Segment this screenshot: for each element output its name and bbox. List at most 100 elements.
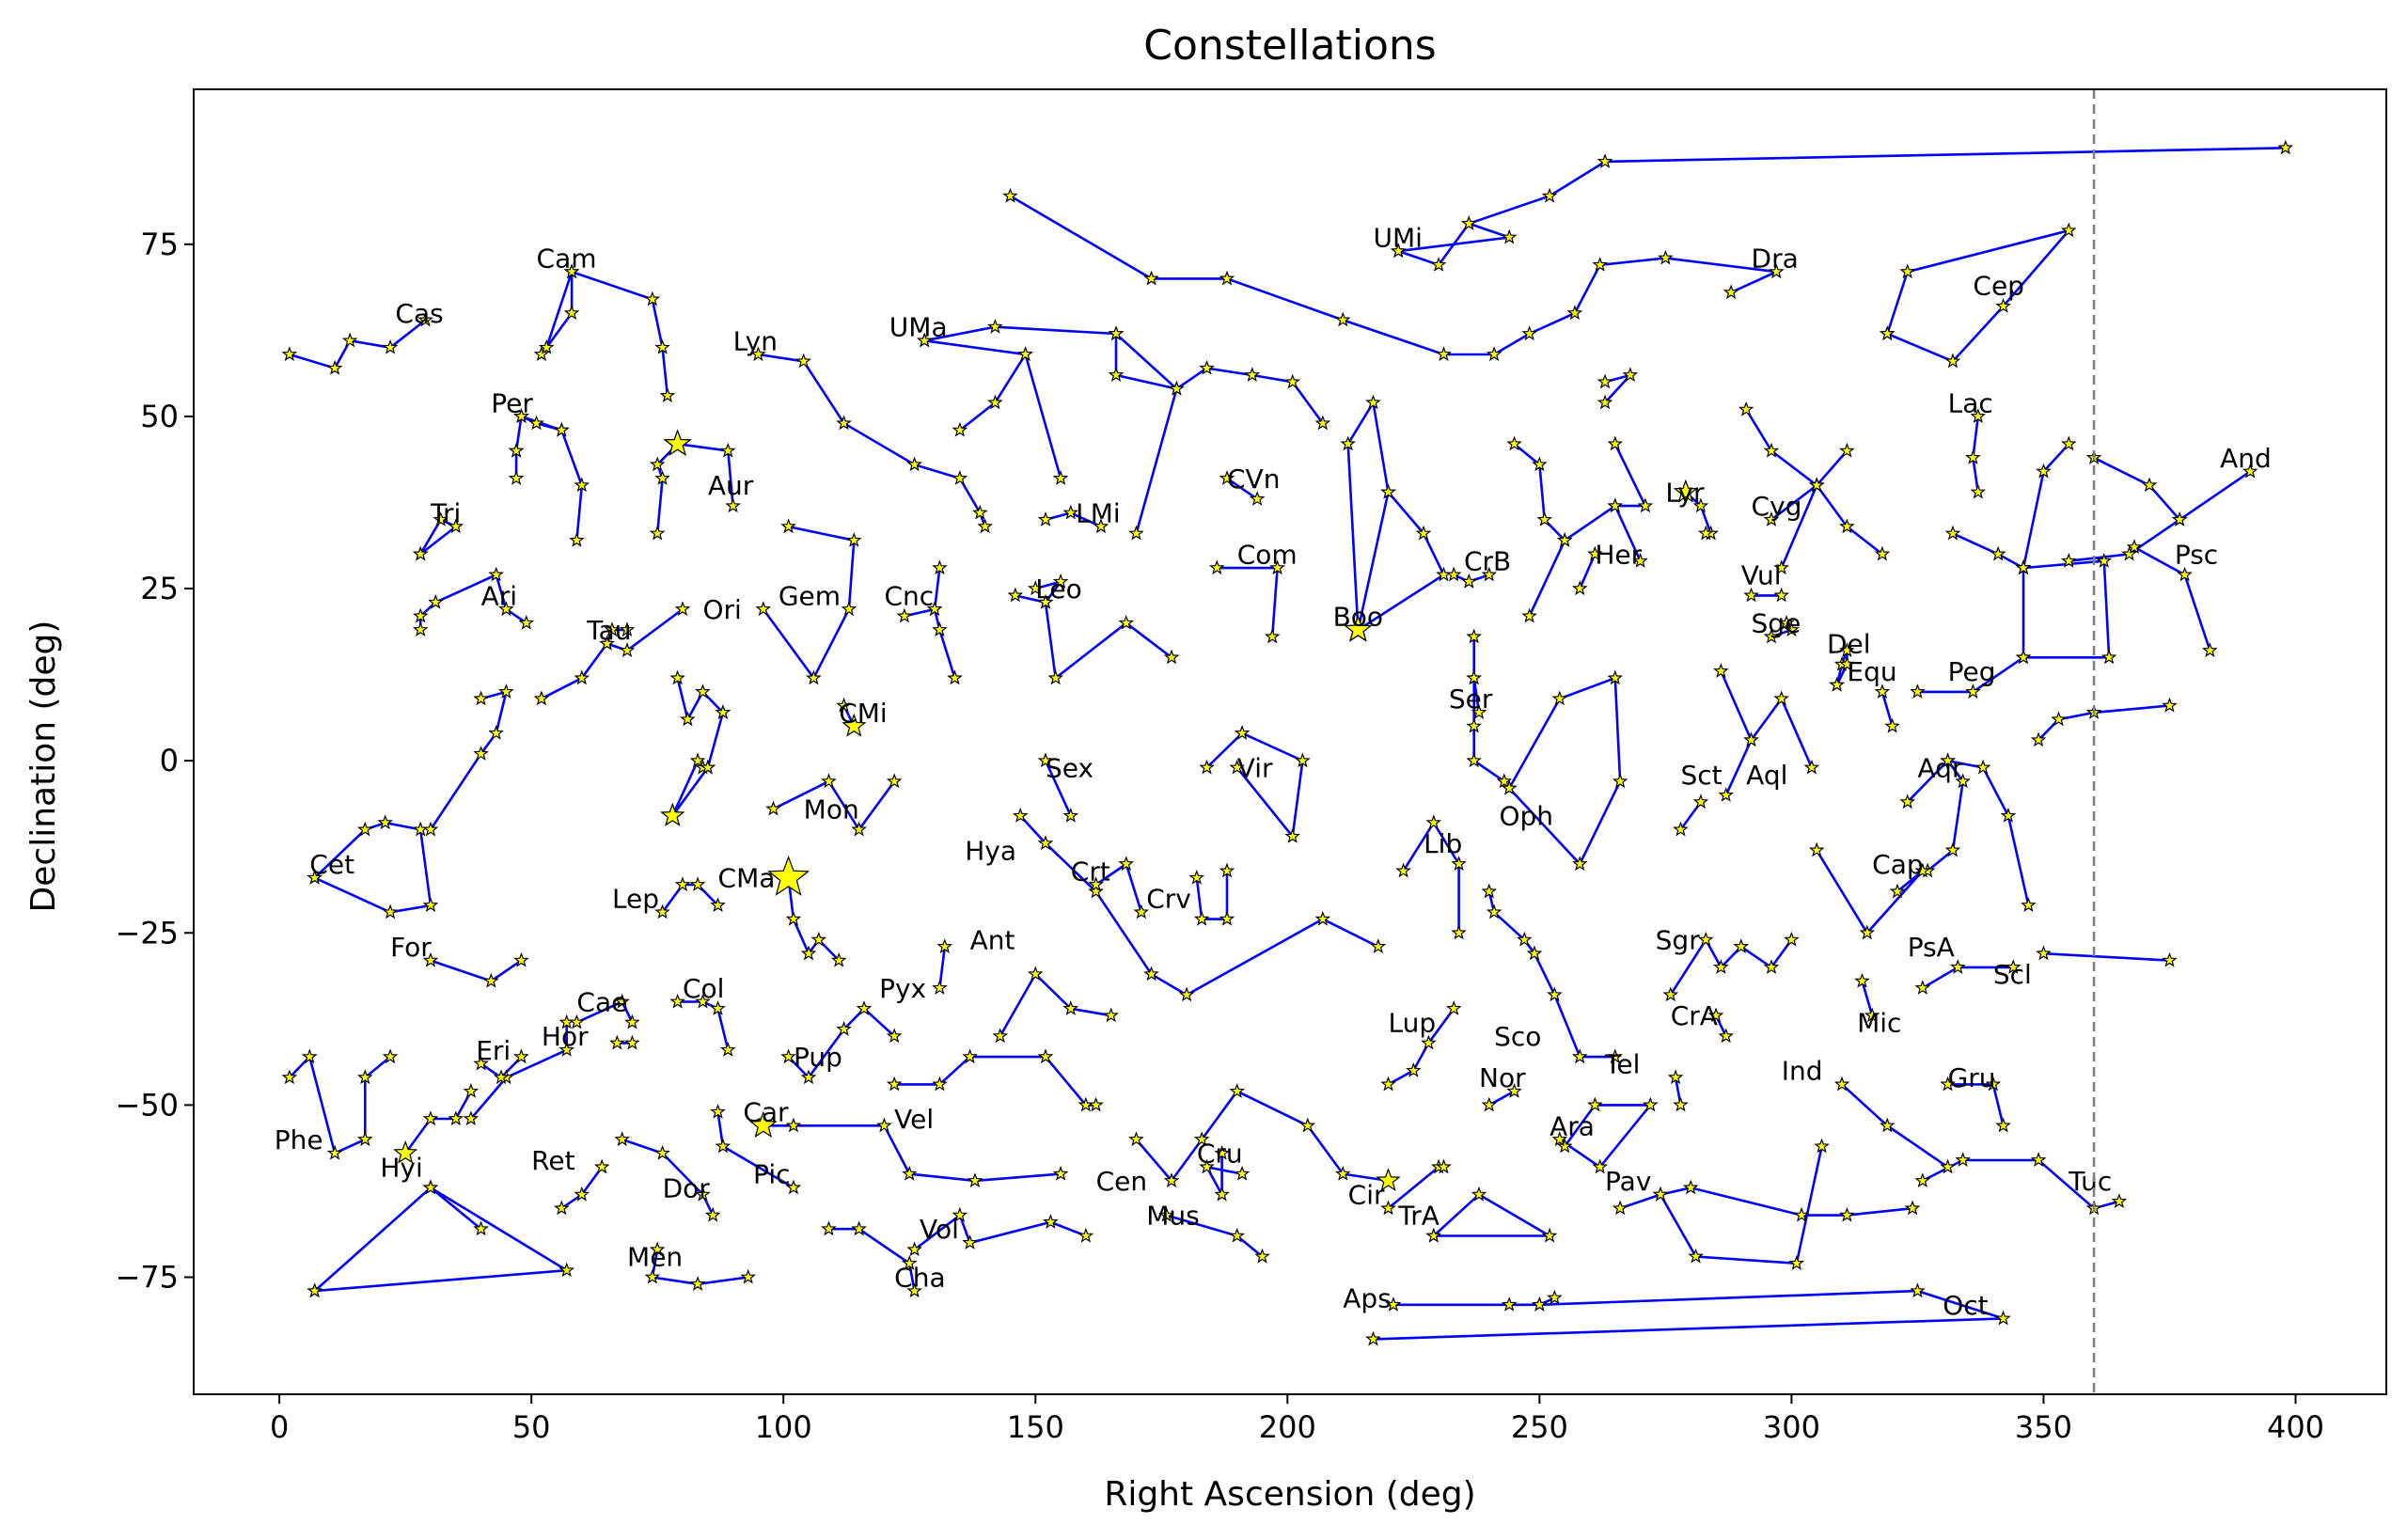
star-marker <box>281 346 298 362</box>
star-marker <box>1914 1172 1931 1187</box>
star-marker <box>1944 353 1961 369</box>
constellation-line-peg <box>1951 532 2025 570</box>
star-marker <box>1970 483 1987 499</box>
star-marker <box>1425 814 1442 830</box>
star-marker <box>1551 1131 1568 1147</box>
constellation-label-lyn: Lyn <box>733 325 778 356</box>
constellation-line-ant <box>999 972 1112 1038</box>
constellation-label-for: For <box>390 932 432 963</box>
star-marker <box>1244 367 1261 382</box>
star-marker <box>1062 504 1079 520</box>
star-marker <box>1214 1186 1230 1202</box>
star-marker <box>1995 1310 2011 1326</box>
star-marker <box>1516 931 1533 947</box>
star-marker <box>1264 628 1281 644</box>
constellation-line-cen <box>1135 1090 1390 1183</box>
star-marker <box>1415 525 1432 541</box>
star-marker <box>433 511 448 526</box>
star-marker <box>1501 779 1518 795</box>
star-marker <box>569 1014 585 1029</box>
constellation-label-cam: Cam <box>537 243 597 274</box>
star-marker <box>1299 1117 1316 1133</box>
star-marker <box>482 972 499 988</box>
star-marker <box>2060 552 2077 568</box>
x-tick-label: 300 <box>1763 1409 1820 1445</box>
constellation-label-ind: Ind <box>1782 1056 1823 1087</box>
star-marker <box>1254 1248 1270 1264</box>
star-marker <box>1481 566 1498 582</box>
constellation-label-pic: Pic <box>753 1159 790 1190</box>
constellation-label-cru: Cru <box>1197 1139 1243 1170</box>
constellation-label-gem: Gem <box>779 580 841 611</box>
star-marker <box>1673 1096 1689 1112</box>
star-marker <box>1541 1227 1558 1243</box>
constellation-label-tau: Tau <box>586 615 631 646</box>
star-marker <box>1445 1000 1462 1015</box>
constellation-label-cma: CMa <box>718 863 776 894</box>
constellation-line-per <box>514 414 584 542</box>
constellation-labels: Cas Cam Per Tri Ari Aur Lyn UMa LMi CVn Com UMi Dra C… <box>275 222 2272 1320</box>
star-marker <box>1169 380 1185 396</box>
constellation-label-lup: Lup <box>1389 1007 1437 1038</box>
star-marker <box>569 532 585 547</box>
star-marker <box>533 690 550 706</box>
constellation-label-col: Col <box>683 973 724 1004</box>
star-marker <box>558 1042 575 1057</box>
star-marker <box>1833 1076 1850 1092</box>
constellation-line-aql <box>1724 738 1753 797</box>
star-marker <box>1612 773 1628 789</box>
constellation-line-hyi <box>403 1090 473 1155</box>
constellation-label-ori: Ori <box>702 594 741 625</box>
star-marker <box>740 1268 757 1284</box>
star-marker <box>780 518 796 534</box>
star-marker <box>1284 373 1300 389</box>
star-marker <box>1859 924 1876 940</box>
star-marker <box>654 470 670 485</box>
constellation-label-cet: Cet <box>309 849 354 880</box>
star-marker <box>1088 1096 1104 1112</box>
star-marker <box>1571 580 1588 596</box>
star-marker <box>901 1255 918 1270</box>
x-tick-label: 200 <box>1259 1409 1316 1445</box>
star-marker <box>1551 690 1568 706</box>
star-marker <box>1839 642 1855 657</box>
star-marker <box>795 353 811 369</box>
constellation-line-mic <box>1861 980 1874 1017</box>
constellation-label-tuc: Tuc <box>2068 1166 2112 1197</box>
star-marker <box>1133 904 1150 919</box>
constellation-line-sex <box>1044 759 1073 818</box>
star-marker <box>1007 587 1024 603</box>
star-marker <box>1622 367 1639 382</box>
constellation-line-uma <box>922 338 1028 432</box>
star-marker <box>1037 593 1054 609</box>
star-marker <box>836 415 852 431</box>
x-tick-label: 150 <box>1007 1409 1064 1445</box>
star-marker <box>1688 1248 1704 1264</box>
constellation-line-cyg <box>1770 483 1884 556</box>
constellation-label-eri: Eri <box>476 1035 511 1066</box>
star-marker <box>932 621 948 636</box>
star-marker <box>1344 615 1373 642</box>
constellation-label-ret: Ret <box>531 1145 574 1176</box>
star-marker <box>1193 1131 1210 1147</box>
constellation-line-aql <box>1720 669 1814 769</box>
star-marker <box>1249 491 1266 506</box>
star-marker <box>987 394 1003 410</box>
star-marker <box>1219 470 1235 485</box>
star-marker <box>1199 759 1215 775</box>
star-marker <box>1219 910 1235 926</box>
constellation-line-her <box>1528 504 1642 618</box>
constellation-line-peg <box>2022 559 2111 659</box>
star-marker <box>1340 435 1356 451</box>
star-marker <box>1667 1069 1684 1085</box>
star-marker <box>669 993 685 1009</box>
constellation-line-cha <box>827 1227 916 1293</box>
star-marker <box>830 951 847 967</box>
star-marker <box>810 931 827 947</box>
star-marker <box>1436 346 1452 362</box>
constellation-line-cnc <box>933 566 941 611</box>
constellation-label-crt: Crt <box>1071 856 1110 887</box>
constellation-label-lac: Lac <box>1948 387 1993 418</box>
star-marker <box>281 1069 298 1085</box>
star-marker <box>593 1158 610 1174</box>
